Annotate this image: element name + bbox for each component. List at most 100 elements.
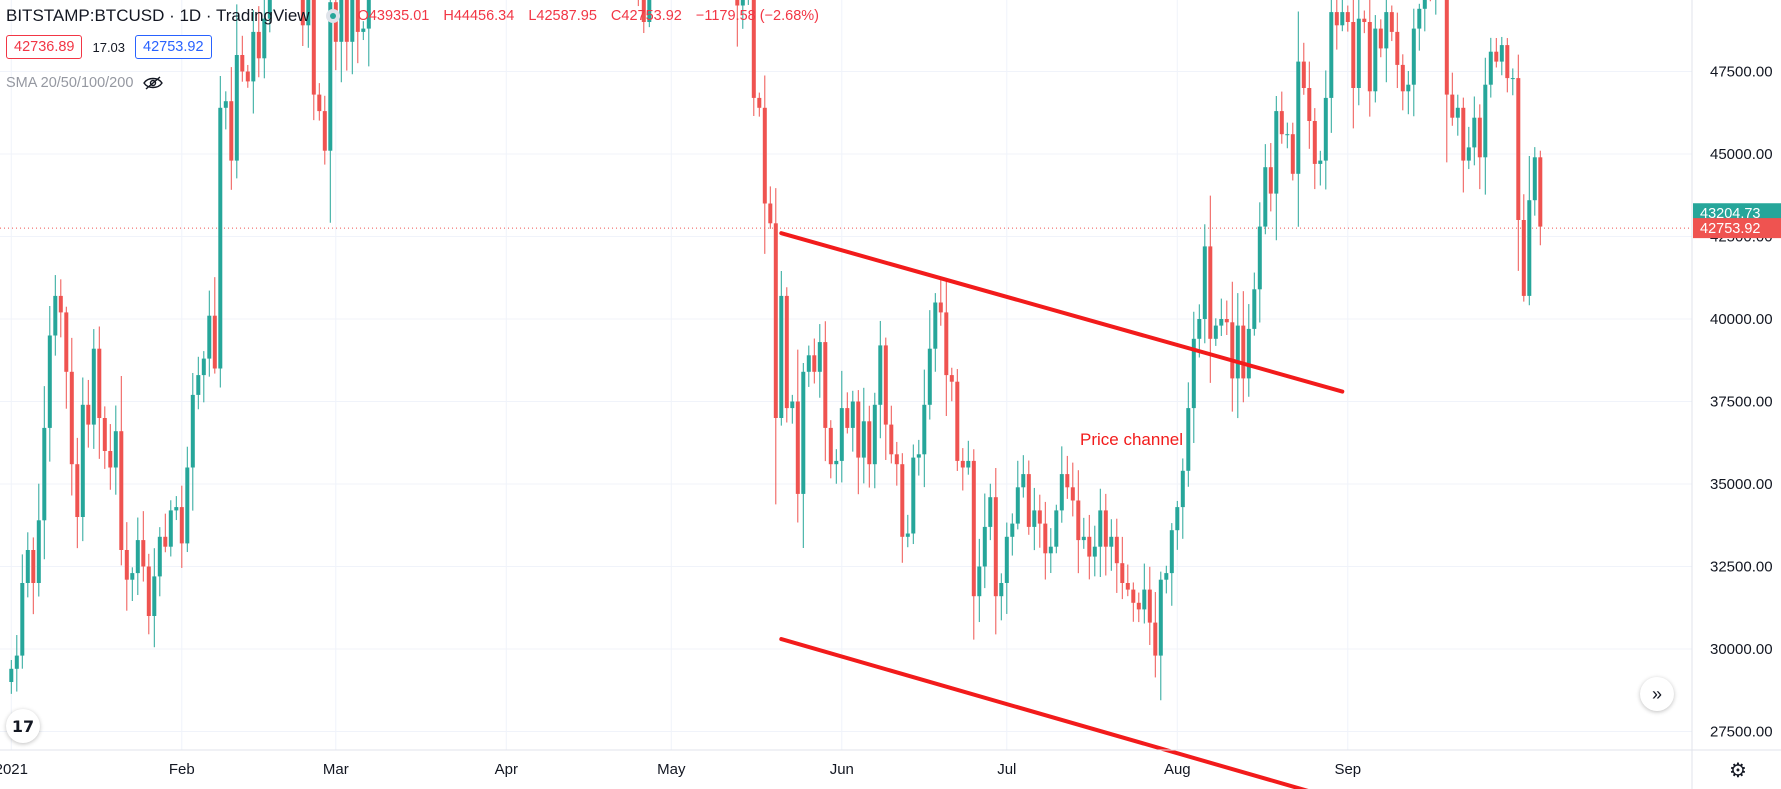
channel-upper-line bbox=[779, 231, 1345, 394]
candle-body bbox=[344, 0, 349, 42]
candle-body bbox=[894, 454, 899, 465]
candle-body bbox=[119, 431, 124, 550]
price-tick-label: 30000.00 bbox=[1710, 641, 1773, 658]
candle-body bbox=[911, 457, 916, 534]
candle-body bbox=[69, 371, 74, 465]
candle-body bbox=[102, 418, 107, 451]
candle-body bbox=[1499, 45, 1504, 62]
candle-body bbox=[1444, 0, 1449, 95]
candle-body bbox=[355, 0, 360, 32]
time-tick-label: Mar bbox=[323, 761, 349, 778]
candle-body bbox=[1153, 622, 1158, 656]
tradingview-logo[interactable]: 17 bbox=[6, 709, 40, 743]
candle-body bbox=[960, 460, 965, 468]
candle-body bbox=[339, 0, 344, 42]
candle-body bbox=[1318, 160, 1323, 164]
candle-body bbox=[1389, 12, 1394, 32]
scroll-to-realtime-button[interactable]: » bbox=[1640, 677, 1674, 711]
candle-body bbox=[938, 302, 943, 313]
candle-body bbox=[262, 18, 267, 59]
candle-body bbox=[20, 583, 25, 656]
candle-body bbox=[86, 404, 91, 425]
ohlc-values: O43935.01 H44456.34 L42587.95 C42753.92 … bbox=[358, 8, 829, 24]
candle-body bbox=[1455, 107, 1460, 118]
candle-body bbox=[872, 404, 877, 465]
symbol-title[interactable]: BITSTAMP:BTCUSD · 1D · TradingView bbox=[6, 6, 310, 25]
candle-body bbox=[1279, 111, 1284, 135]
candle-body bbox=[1384, 12, 1389, 49]
time-tick-label: Aug bbox=[1164, 761, 1191, 778]
candles[interactable] bbox=[9, 0, 1543, 701]
candle-body bbox=[196, 375, 201, 395]
candle-body bbox=[157, 536, 162, 577]
candle-body bbox=[1505, 45, 1510, 79]
candle-body bbox=[922, 404, 927, 455]
price-tick-label: 45000.00 bbox=[1710, 146, 1773, 163]
candle-body bbox=[322, 111, 327, 151]
candle-body bbox=[234, 55, 239, 161]
candle-body bbox=[1246, 328, 1251, 379]
candle-body bbox=[790, 401, 795, 409]
candle-body bbox=[1004, 536, 1009, 583]
candle-body bbox=[999, 583, 1004, 597]
candle-body bbox=[42, 427, 47, 521]
spread-value: 17.03 bbox=[92, 39, 126, 55]
candle-body bbox=[1208, 246, 1213, 339]
candle-body bbox=[245, 71, 250, 82]
price-tick-label: 32500.00 bbox=[1710, 559, 1773, 576]
drawings[interactable]: Price channel bbox=[779, 231, 1345, 789]
candle-body bbox=[1323, 97, 1328, 161]
candle-body bbox=[1296, 61, 1301, 174]
candle-body bbox=[97, 348, 102, 418]
last-price-badge: 42753.92 bbox=[1700, 221, 1760, 237]
candle-body bbox=[933, 302, 938, 349]
candle-body bbox=[916, 454, 921, 458]
candle-body bbox=[53, 295, 58, 336]
candle-body bbox=[1285, 134, 1290, 136]
candle-body bbox=[361, 28, 366, 32]
candle-body bbox=[1180, 470, 1185, 508]
candle-body bbox=[878, 345, 883, 405]
candle-body bbox=[366, 0, 371, 29]
gear-icon: ⚙ bbox=[1729, 759, 1747, 782]
sma-label[interactable]: SMA 20/50/100/200 bbox=[6, 75, 134, 91]
candle-body bbox=[1197, 319, 1202, 339]
candle-body bbox=[218, 107, 223, 369]
candle-body bbox=[1373, 28, 1378, 92]
candle-body bbox=[1532, 157, 1537, 201]
candle-body bbox=[185, 467, 190, 544]
candle-body bbox=[641, 0, 646, 22]
buy-price-button[interactable]: 42753.92 bbox=[135, 35, 212, 59]
channel-label: Price channel bbox=[1080, 430, 1183, 449]
candle-body bbox=[1125, 583, 1130, 590]
candle-body bbox=[1472, 117, 1477, 148]
candle-body bbox=[812, 355, 817, 372]
candle-body bbox=[75, 464, 80, 517]
candle-body bbox=[1290, 134, 1295, 174]
candle-body bbox=[31, 550, 36, 583]
candle-body bbox=[1417, 8, 1422, 29]
ohlc-high: H44456.34 bbox=[443, 8, 515, 24]
candle-body bbox=[795, 401, 800, 494]
sell-price-button[interactable]: 42736.89 bbox=[6, 35, 83, 59]
candle-body bbox=[900, 464, 905, 537]
indicator-legend[interactable]: SMA 20/50/100/200 bbox=[6, 75, 164, 91]
candle-body bbox=[300, 0, 305, 26]
settings-button[interactable]: ⚙ bbox=[1725, 757, 1751, 783]
candle-body bbox=[1257, 226, 1262, 290]
candle-body bbox=[1301, 61, 1306, 88]
candle-body bbox=[1477, 117, 1482, 158]
eye-crossed-icon[interactable] bbox=[143, 76, 164, 90]
candle-body bbox=[190, 394, 195, 468]
candle-body bbox=[36, 520, 41, 583]
candle-body bbox=[179, 507, 184, 544]
candle-body bbox=[1307, 88, 1312, 121]
candle-body bbox=[1224, 319, 1229, 323]
candle-body bbox=[1521, 220, 1526, 296]
candle-body bbox=[949, 375, 954, 382]
logo-text: 17 bbox=[11, 716, 35, 736]
candle-body bbox=[1158, 579, 1163, 656]
candle-body bbox=[350, 0, 355, 42]
candle-body bbox=[1043, 523, 1048, 554]
